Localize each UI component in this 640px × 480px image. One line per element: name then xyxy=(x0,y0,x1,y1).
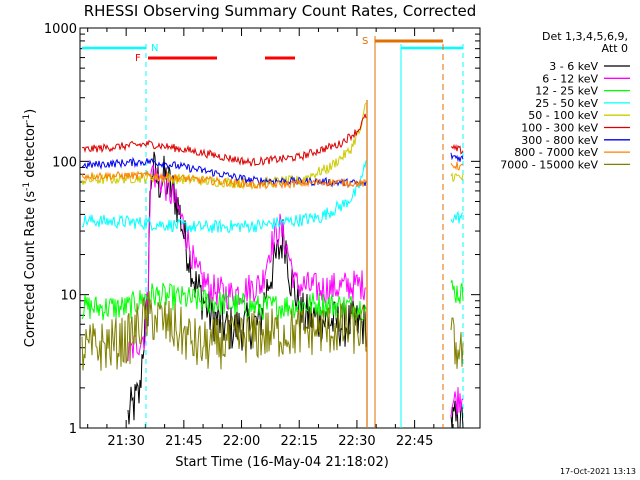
legend-header-line1: Det 1,3,4,5,6,9, xyxy=(542,30,628,43)
series-tail-6 xyxy=(450,152,464,163)
x-tick-label-4: 22:30 xyxy=(338,434,375,449)
annotation-F: F xyxy=(135,53,141,64)
series-tail-7 xyxy=(450,161,464,171)
legend-header-line2: Att 0 xyxy=(602,42,628,55)
series-tail-2 xyxy=(450,280,464,304)
legend-label-1: 6 - 12 keV xyxy=(542,72,598,85)
series-tail-5 xyxy=(450,143,464,155)
series-line-2 xyxy=(81,282,367,322)
footer-date: 17-Oct-2021 13:13 xyxy=(560,467,636,476)
chart-title: RHESSI Observing Summary Count Rates, Co… xyxy=(84,2,477,20)
series-7 xyxy=(81,161,464,190)
x-tick-label-0: 21:30 xyxy=(107,434,144,449)
legend-label-4: 50 - 100 keV xyxy=(528,109,598,122)
annotation-S: S xyxy=(362,36,368,47)
series-tail-3 xyxy=(450,210,464,224)
legend-label-8: 7000 - 15000 keV xyxy=(500,158,598,171)
x-axis-label: Start Time (16-May-04 21:18:02) xyxy=(175,455,389,470)
y-axis-label-mid: detector xyxy=(23,122,38,182)
series-2 xyxy=(81,280,464,322)
plot-frame xyxy=(79,27,481,429)
series-3 xyxy=(81,160,464,234)
series-line-3 xyxy=(81,160,367,234)
y-tick-label-3: 1000 xyxy=(44,22,77,37)
x-tick-label-2: 22:00 xyxy=(223,434,260,449)
series-5 xyxy=(82,113,464,167)
annotation-N: N xyxy=(151,43,158,54)
series-line-8 xyxy=(81,290,367,371)
legend-label-7: 800 - 7000 keV xyxy=(514,146,598,159)
series-line-6 xyxy=(81,156,367,188)
y-tick-label-2: 100 xyxy=(52,155,77,170)
y-axis-label: Corrected Count Rate (s-1 detector-1) xyxy=(22,109,38,347)
x-tick-label-5: 22:45 xyxy=(396,434,433,449)
y-tick-label-0: 1 xyxy=(69,422,77,437)
series-6 xyxy=(81,152,464,188)
series-tail-8 xyxy=(450,317,464,369)
legend-label-0: 3 - 6 keV xyxy=(549,60,598,73)
y-tick-label-1: 10 xyxy=(60,289,77,304)
y-axis-label-main: Corrected Count Rate (s xyxy=(23,191,38,348)
y-axis-label-end: ) xyxy=(23,109,38,114)
legend-label-3: 25 - 50 keV xyxy=(535,97,598,110)
series-tail-1 xyxy=(450,387,464,418)
x-tick-label-3: 22:15 xyxy=(280,434,317,449)
y-axis-label-sup1: -1 xyxy=(22,182,32,191)
legend-label-6: 300 - 800 keV xyxy=(521,134,598,147)
series-8 xyxy=(81,290,464,371)
series-line-7 xyxy=(81,170,367,190)
y-axis-label-sup2: -1 xyxy=(22,114,32,123)
legend-label-5: 100 - 300 keV xyxy=(521,122,598,135)
series-line-5 xyxy=(82,113,367,167)
x-tick-label-1: 21:45 xyxy=(165,434,202,449)
series-tail-4 xyxy=(450,172,464,183)
legend-label-2: 12 - 25 keV xyxy=(535,85,598,98)
